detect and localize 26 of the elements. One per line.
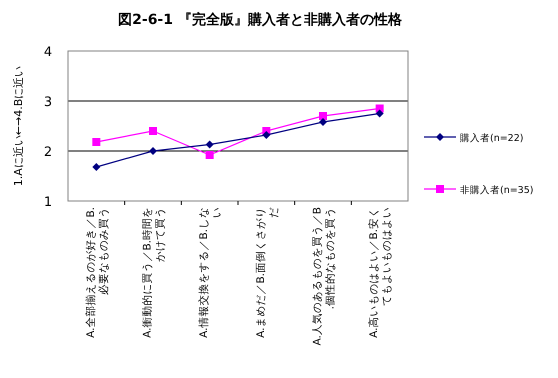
legend-label: 非購入者(n=35): [460, 184, 534, 196]
y-axis-title: 1.Aに近い←→4.Bに近い: [12, 66, 25, 186]
point: [319, 118, 327, 126]
legend: 購入者(n=22): [424, 133, 524, 144]
point: [92, 138, 100, 146]
legend: 非購入者(n=35): [424, 185, 534, 196]
xtick: A.人気のあるものを買う／B.個性的なものを買う: [312, 207, 336, 346]
y-tick-label: 4: [44, 45, 52, 60]
point: [149, 147, 157, 155]
xtick: A.全部揃えるのが好き／B.必要なものみ買う: [84, 207, 110, 338]
point: [206, 151, 214, 159]
xtick: A.情報交換をする／B.しない: [198, 207, 224, 338]
legend-label: 購入者(n=22): [460, 132, 524, 144]
xtick: A.衝動的に買う／B.時間をかけて買う: [142, 207, 166, 338]
y-tick-label: 3: [44, 95, 52, 110]
y-tick-label: 2: [44, 145, 52, 160]
point: [92, 163, 100, 171]
title: 図2-6-1 『完全版』購入者と非購入者の性格: [118, 12, 402, 28]
point: [376, 110, 384, 118]
point: [262, 131, 270, 139]
xtick: A.高いものはよい／B.安くてもよいものはよい: [368, 207, 394, 338]
point: [206, 140, 214, 148]
xtick: A.まめだ／B.面倒くさがりだ: [254, 207, 280, 338]
point: [149, 127, 157, 135]
y-tick-label: 1: [44, 195, 52, 210]
point: [319, 112, 327, 120]
